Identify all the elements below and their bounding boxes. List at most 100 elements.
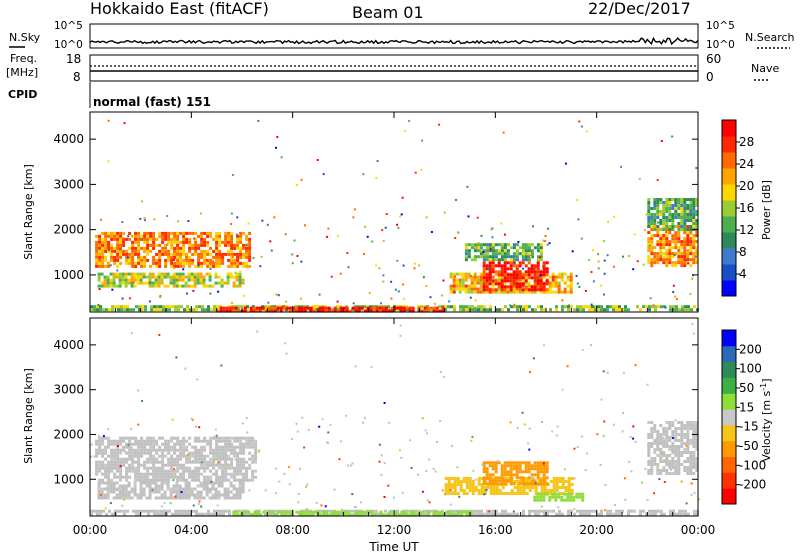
power-cell bbox=[656, 234, 660, 238]
power-cell bbox=[677, 249, 681, 253]
power-cell bbox=[107, 243, 111, 247]
velocity-speckle bbox=[573, 508, 576, 511]
velocity-cell bbox=[218, 475, 222, 479]
power-cell bbox=[152, 261, 156, 265]
power-cell bbox=[173, 231, 177, 235]
power-colorbar-tick-label: 24 bbox=[739, 157, 754, 171]
power-cell bbox=[227, 231, 231, 235]
power-cell bbox=[674, 234, 678, 238]
power-cell bbox=[515, 282, 519, 286]
power-cell bbox=[576, 305, 579, 309]
velocity-cell bbox=[149, 451, 153, 455]
velocity-cell bbox=[678, 509, 681, 513]
velocity-cell bbox=[680, 463, 684, 466]
velocity-cell bbox=[453, 483, 457, 486]
velocity-cell bbox=[516, 480, 520, 483]
power-cell bbox=[97, 272, 101, 276]
power-cell bbox=[122, 252, 126, 256]
velocity-cell bbox=[148, 487, 152, 491]
power-cell bbox=[449, 284, 453, 288]
power-cell bbox=[224, 237, 228, 241]
power-cell bbox=[149, 243, 153, 247]
power-speckle bbox=[597, 253, 600, 256]
power-cell bbox=[222, 309, 226, 313]
velocity-cell bbox=[298, 510, 302, 514]
power-cell bbox=[179, 249, 183, 253]
power-cell bbox=[113, 231, 117, 235]
power-speckle bbox=[235, 233, 238, 236]
power-cell bbox=[227, 237, 231, 241]
freq-tick-bottom: 8 bbox=[73, 70, 81, 84]
power-speckle bbox=[402, 283, 405, 286]
velocity-cell bbox=[495, 512, 498, 516]
power-cell bbox=[185, 231, 189, 235]
power-speckle bbox=[603, 259, 606, 262]
power-cell bbox=[647, 261, 651, 265]
power-cell bbox=[503, 273, 507, 277]
velocity-cell bbox=[677, 466, 681, 469]
power-cell bbox=[351, 306, 355, 310]
velocity-cell bbox=[191, 460, 195, 464]
power-cell bbox=[181, 272, 185, 276]
velocity-cell bbox=[200, 463, 204, 467]
velocity-cell bbox=[113, 463, 117, 467]
velocity-cell bbox=[106, 496, 110, 500]
power-cell bbox=[432, 309, 436, 313]
power-cell bbox=[124, 275, 128, 279]
power-cell bbox=[184, 284, 188, 288]
power-cell bbox=[683, 252, 687, 256]
power-cell bbox=[563, 281, 567, 285]
power-cell bbox=[95, 255, 99, 259]
velocity-cell bbox=[686, 427, 690, 430]
power-cell bbox=[101, 261, 105, 265]
power-cell bbox=[675, 308, 678, 312]
power-cell bbox=[650, 243, 654, 247]
velocity-cell bbox=[692, 442, 696, 445]
power-cell bbox=[647, 240, 651, 244]
power-cell bbox=[665, 219, 669, 222]
power-speckle bbox=[474, 299, 477, 302]
velocity-cell bbox=[134, 448, 138, 452]
velocity-cell bbox=[665, 463, 669, 466]
velocity-speckle bbox=[295, 422, 298, 425]
velocity-cell bbox=[248, 442, 252, 446]
velocity-cell bbox=[609, 509, 612, 513]
velocity-cell bbox=[379, 510, 383, 514]
velocity-cell bbox=[224, 469, 228, 473]
velocity-cell bbox=[160, 484, 164, 488]
power-cell bbox=[207, 305, 210, 309]
power-cell bbox=[179, 252, 183, 256]
power-cell bbox=[449, 287, 453, 291]
velocity-cell bbox=[668, 427, 672, 430]
velocity-cell bbox=[578, 492, 582, 496]
velocity-cell bbox=[148, 481, 152, 485]
power-cell bbox=[518, 290, 522, 294]
power-cell bbox=[539, 246, 543, 250]
velocity-cell bbox=[188, 472, 192, 476]
power-cell bbox=[656, 204, 660, 207]
power-cell bbox=[143, 258, 147, 262]
power-cell bbox=[152, 234, 156, 238]
velocity-cell bbox=[650, 430, 654, 433]
velocity-cell bbox=[124, 496, 128, 500]
velocity-cell bbox=[668, 439, 672, 442]
power-cell bbox=[674, 231, 678, 235]
power-cell bbox=[462, 305, 465, 309]
velocity-cell bbox=[209, 460, 213, 464]
power-cell bbox=[149, 249, 153, 253]
velocity-speckle bbox=[246, 431, 249, 434]
power-cell bbox=[179, 261, 183, 265]
power-cell bbox=[467, 252, 471, 256]
velocity-cell bbox=[211, 484, 215, 488]
velocity-cell bbox=[227, 436, 231, 440]
power-cell bbox=[476, 255, 480, 259]
velocity-cell bbox=[518, 461, 522, 465]
velocity-cell bbox=[501, 492, 505, 495]
velocity-cell bbox=[116, 457, 120, 461]
power-speckle bbox=[121, 221, 124, 224]
velocity-cell bbox=[693, 509, 696, 513]
power-cell bbox=[482, 279, 486, 283]
velocity-cell bbox=[465, 477, 469, 480]
power-cell bbox=[197, 252, 201, 256]
velocity-cell bbox=[503, 464, 507, 468]
